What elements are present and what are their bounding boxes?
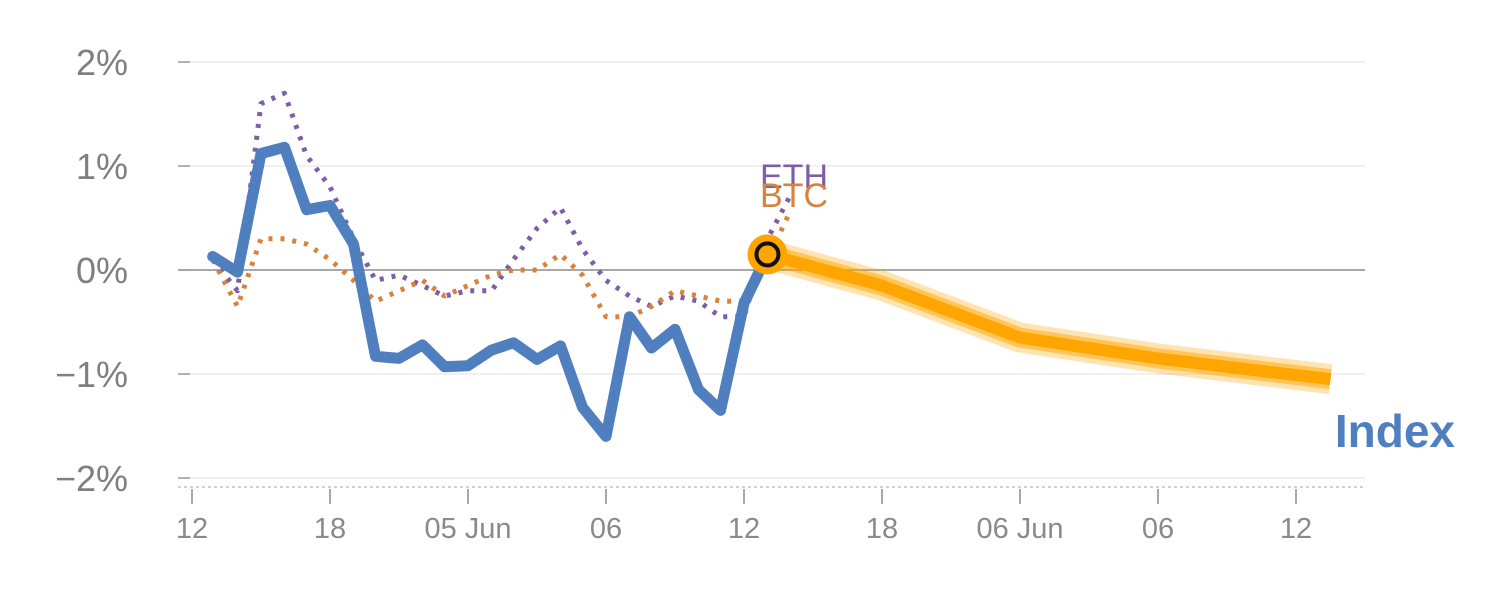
series-labels: ETH BTC Index bbox=[760, 158, 1455, 457]
current-marker bbox=[747, 234, 788, 275]
x-tick-label: 18 bbox=[866, 513, 898, 545]
y-tick-label: −2% bbox=[55, 458, 128, 499]
series-line-btc bbox=[210, 211, 792, 320]
x-tick-label: 12 bbox=[176, 513, 208, 545]
x-tick-label: 18 bbox=[314, 513, 346, 545]
y-tick-label: −1% bbox=[55, 354, 128, 395]
x-tick-label: 06 bbox=[1142, 513, 1174, 545]
series-line-index bbox=[207, 141, 773, 442]
y-axis-ticks: 2% 1% 0% −1% −2% bbox=[55, 42, 190, 499]
forecast-line bbox=[765, 248, 1332, 386]
x-tick-label: 12 bbox=[1280, 513, 1312, 545]
series-lines bbox=[207, 90, 792, 442]
y-tick-label: 0% bbox=[76, 250, 128, 291]
forecast-band bbox=[763, 239, 1333, 395]
series-line-eth bbox=[210, 90, 792, 320]
x-tick-label: 05 Jun bbox=[424, 513, 511, 545]
series-label-index: Index bbox=[1335, 405, 1456, 457]
series-label-btc: BTC bbox=[760, 177, 828, 215]
x-axis-ticks: 12 18 05 Jun 06 12 18 06 Jun 06 12 bbox=[176, 489, 1312, 545]
x-tick-label: 06 bbox=[590, 513, 622, 545]
x-tick-label: 06 Jun bbox=[976, 513, 1063, 545]
y-tick-label: 1% bbox=[76, 146, 128, 187]
x-tick-label: 12 bbox=[728, 513, 760, 545]
current-marker-dot bbox=[754, 241, 781, 268]
y-tick-label: 2% bbox=[76, 42, 128, 83]
series-label-eth: ETH bbox=[760, 158, 828, 196]
